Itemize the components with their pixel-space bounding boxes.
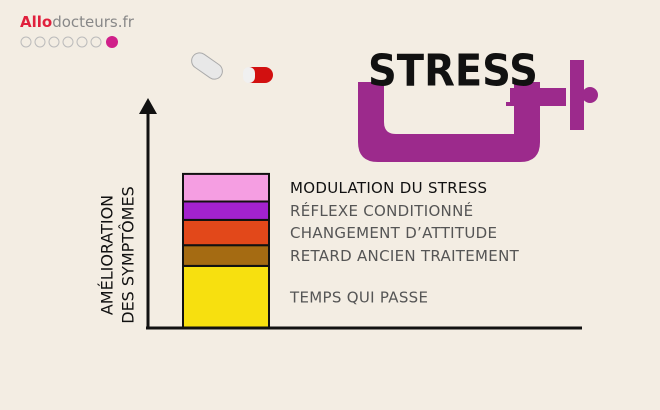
legend-label: MODULATION DU STRESS	[290, 179, 487, 197]
clamp-gap	[395, 50, 510, 102]
logo: Allodocteurs.fr	[20, 13, 135, 31]
clamp	[358, 60, 598, 162]
bar-segment	[182, 244, 270, 267]
y-axis-arrow	[139, 98, 157, 114]
legend-label: TEMPS QUI PASSE	[289, 288, 428, 306]
y-axis-label: DES SYMPTÔMES	[119, 186, 138, 324]
pill-red	[243, 67, 273, 83]
chart: TEMPS QUI PASSE RETARD ANCIEN TRAITEMENT C…	[98, 98, 582, 330]
pill-white	[191, 52, 223, 80]
bar-segment	[182, 264, 270, 329]
logo-dots	[20, 36, 102, 48]
logo-rest: docteurs.fr	[52, 13, 135, 31]
bar-segment	[182, 200, 270, 221]
play-icon	[106, 36, 118, 48]
legend-label: RÉFLEXE CONDITIONNÉ	[290, 201, 473, 220]
stress-word: STRESS	[368, 45, 538, 96]
bar-segment	[182, 218, 270, 247]
bar-segment	[182, 172, 270, 203]
y-axis-label: AMÉLIORATION	[98, 195, 117, 315]
legend-label: CHANGEMENT D’ATTITUDE	[290, 224, 497, 242]
logo-brand: Allo	[20, 13, 52, 31]
legend-label: RETARD ANCIEN TRAITEMENT	[290, 247, 520, 265]
